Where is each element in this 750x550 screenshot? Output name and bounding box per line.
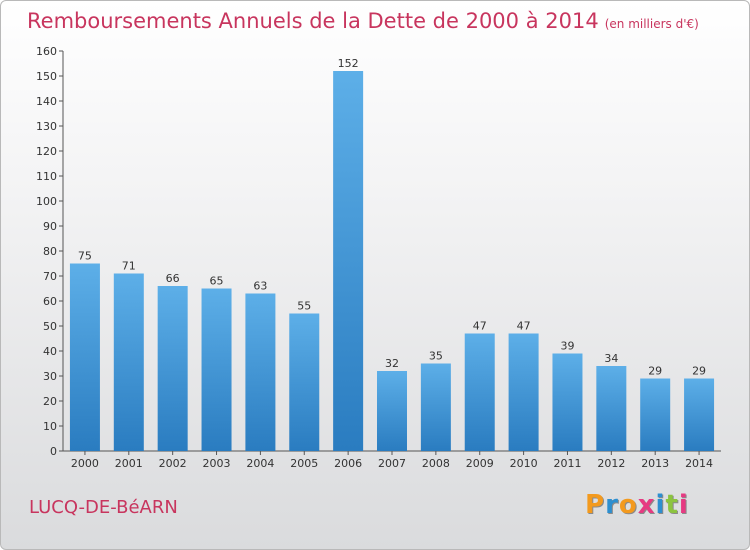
data-label: 55 [297,300,311,313]
y-tick-label: 90 [43,220,57,233]
x-tick-label: 2009 [466,457,494,470]
data-label: 63 [253,280,267,293]
logo-letter: P [585,490,606,520]
y-tick-label: 160 [36,45,57,58]
data-label: 35 [429,350,443,363]
y-tick-label: 10 [43,420,57,433]
logo-letter: t [665,490,679,520]
bar [201,288,232,451]
x-tick-label: 2010 [510,457,538,470]
y-axis: 0 10 20 30 40 50 60 70 80 90 100 110 120 130 140 150 160 [36,45,64,458]
x-axis: 2000 2001 2002 2003 2004 2005 2006 2007 2008 2009… [63,450,721,470]
logo-letter: i [678,490,689,520]
y-tick-label: 150 [36,70,57,83]
data-label: 29 [692,365,706,378]
data-label: 65 [210,275,224,288]
y-tick-label: 50 [43,320,57,333]
y-tick-label: 60 [43,295,57,308]
x-tick-label: 2008 [422,457,450,470]
chart-title: Remboursements Annuels de la Dette de 20… [27,9,699,33]
data-label: 47 [517,320,531,333]
x-tick-label: 2001 [115,457,143,470]
chart-subtitle: (en milliers d'€) [604,17,699,31]
bar [684,378,715,451]
bar [245,293,276,451]
y-tick-label: 140 [36,95,57,108]
logo-letter: r [605,490,619,520]
data-label: 32 [385,357,399,370]
bar [377,371,407,451]
bar [552,353,583,451]
y-tick-label: 0 [50,445,57,458]
y-tick-label: 20 [43,395,57,408]
data-label: 39 [560,340,574,353]
bar [157,286,188,451]
logo-letter: x [637,490,656,520]
x-tick-label: 2003 [203,457,231,470]
bar [69,263,100,451]
bar [508,333,539,451]
chart-title-text: Remboursements Annuels de la Dette de 20… [27,9,599,33]
bar [333,71,364,451]
bar [289,313,320,451]
bar [113,273,144,451]
y-tick-label: 80 [43,245,57,258]
data-label: 75 [78,250,92,263]
y-tick-label: 130 [36,120,57,133]
y-tick-label: 40 [43,345,57,358]
bar [596,366,627,451]
y-tick-label: 30 [43,370,57,383]
data-label: 71 [122,260,136,273]
logo-letter: o [618,490,638,520]
bars: 75 71 66 65 63 55 152 32 35 47 47 39 34 29 29 [69,57,715,451]
x-tick-label: 2002 [159,457,187,470]
commune-name: LUCQ-DE-BéARN [29,497,178,518]
data-label: 152 [338,57,359,70]
proxiti-logo[interactable]: Proxiti [585,490,689,520]
y-tick-label: 110 [36,170,57,183]
bar [464,333,495,451]
bar [640,378,671,451]
x-tick-label: 2014 [685,457,713,470]
y-tick-label: 70 [43,270,57,283]
y-tick-label: 100 [36,195,57,208]
x-tick-label: 2006 [334,457,362,470]
x-tick-label: 2012 [597,457,625,470]
x-tick-label: 2013 [641,457,669,470]
y-tick-label: 120 [36,145,57,158]
x-tick-label: 2011 [553,457,581,470]
x-tick-label: 2007 [378,457,406,470]
logo-letter: i [655,490,666,520]
data-label: 66 [166,272,180,285]
x-tick-label: 2005 [290,457,318,470]
x-tick-label: 2000 [71,457,99,470]
bar [420,363,451,451]
data-label: 29 [648,365,662,378]
x-tick-label: 2004 [246,457,274,470]
data-label: 34 [604,352,618,365]
data-label: 47 [473,320,487,333]
